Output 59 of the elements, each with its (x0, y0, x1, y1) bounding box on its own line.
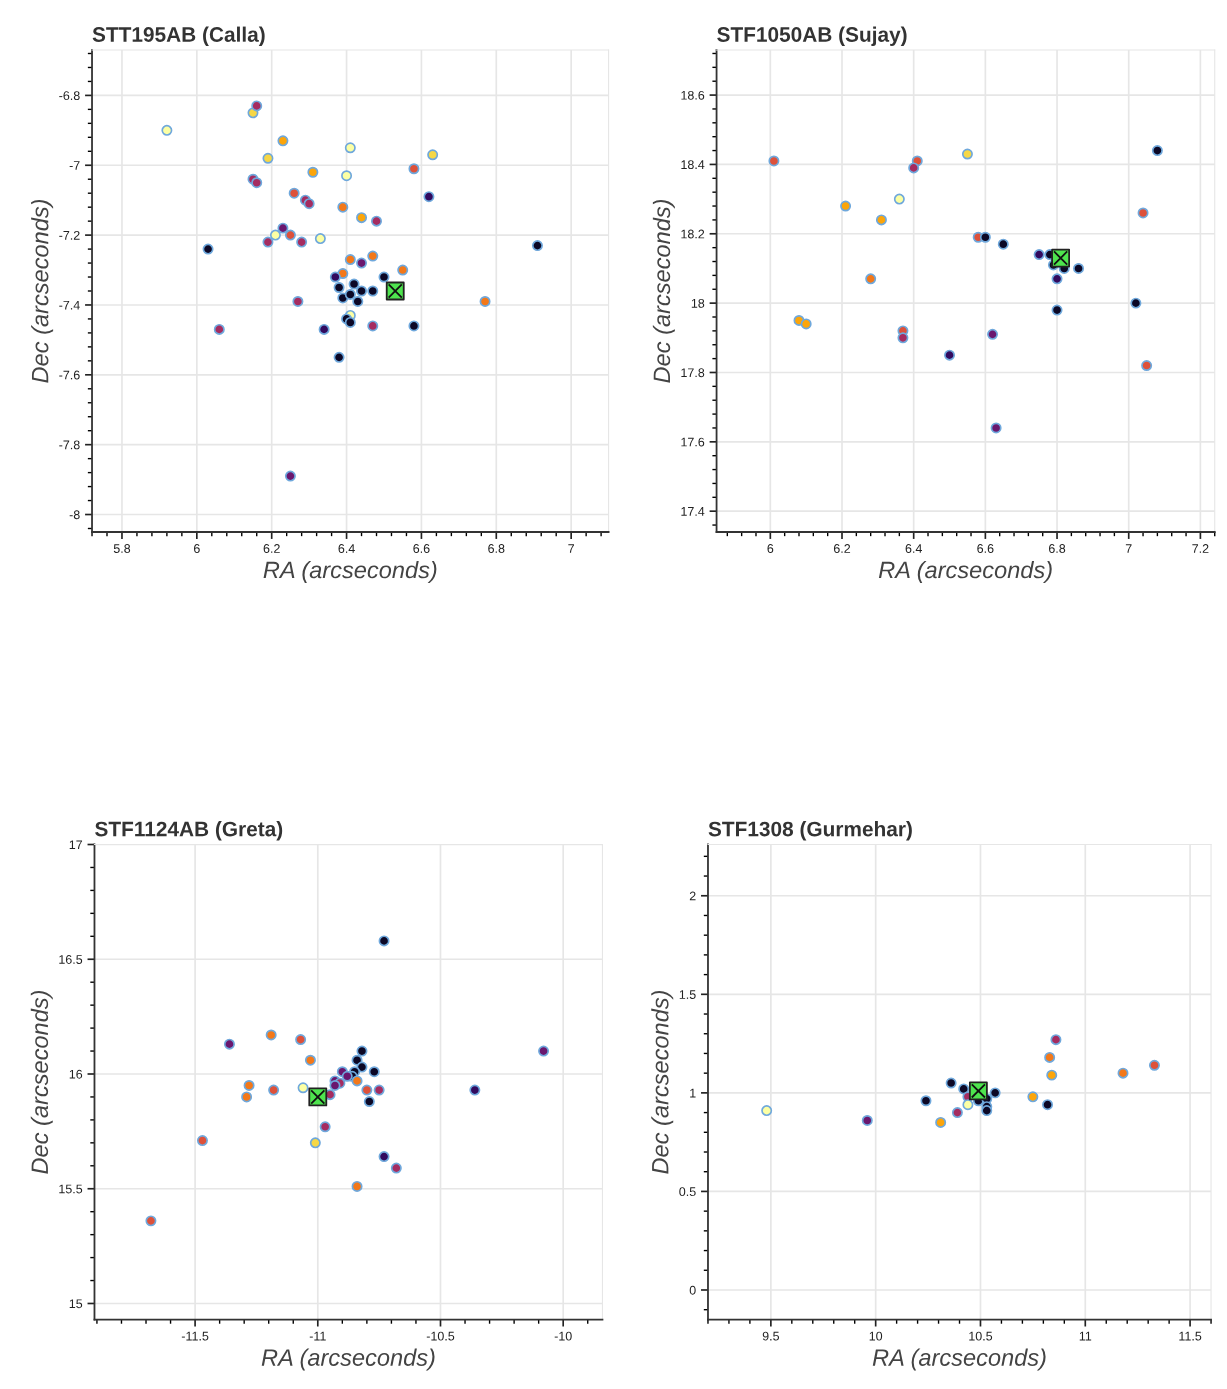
x-tick-label: 6.2 (263, 544, 280, 553)
x-tick-label: 7 (1125, 544, 1132, 553)
y-tick-label: 1 (690, 1088, 696, 1098)
y-tick-label: -7.4 (59, 300, 80, 310)
x-tick-label: 7 (568, 544, 575, 553)
y-tick-label: 15.5 (59, 1184, 83, 1194)
y-axis-title: Dec (arcseconds) (30, 990, 53, 1174)
x-axis-title: RA (arcseconds) (878, 561, 1052, 583)
y-tick-label: 18.2 (681, 229, 705, 239)
y-tick-label: -8 (69, 510, 80, 520)
y-tick-label: -7.6 (59, 370, 80, 380)
y-tick-label: 18.6 (681, 90, 705, 100)
y-tick-label: 2 (689, 891, 696, 901)
x-tick-label: 6.6 (977, 544, 994, 553)
x-axis-title: RA (arcseconds) (872, 1348, 1046, 1371)
x-tick-label: 11.5 (1179, 1331, 1202, 1341)
x-tick-label: 6.8 (1048, 544, 1066, 553)
y-tick-label: -7.8 (59, 440, 80, 450)
x-tick-label: 10.5 (969, 1331, 993, 1341)
y-tick-label: 0 (689, 1285, 696, 1295)
y-tick-label: 18 (691, 298, 705, 308)
x-tick-label: -10.5 (426, 1331, 455, 1341)
y-tick-label: 16 (69, 1069, 83, 1079)
chart-title: STF1050AB (Sujay) (717, 26, 907, 46)
y-tick-label: 17 (69, 840, 83, 850)
x-tick-label: 6.2 (833, 544, 851, 553)
x-axis-title: RA (arcseconds) (263, 561, 437, 583)
chart-title: STT195AB (Calla) (92, 26, 265, 46)
x-tick-label: 11 (1079, 1331, 1092, 1341)
x-tick-label: -11 (309, 1331, 326, 1341)
x-axis-title: RA (arcseconds) (261, 1348, 435, 1371)
y-tick-label: 15 (69, 1299, 83, 1309)
y-tick-label: -7 (69, 161, 80, 170)
y-tick-label: 16.5 (59, 955, 83, 964)
y-tick-label: 17.4 (681, 507, 705, 516)
x-tick-label: -10 (554, 1331, 572, 1341)
x-tick-label: 9.5 (762, 1331, 780, 1341)
x-tick-label: 6 (767, 544, 774, 553)
y-tick-label: 0.5 (679, 1187, 696, 1197)
y-axis-title: Dec (arcseconds) (31, 199, 54, 383)
y-tick-label: 18.4 (681, 160, 705, 170)
y-axis-title: Dec (arcseconds) (652, 199, 675, 383)
x-tick-label: 6.6 (413, 544, 430, 553)
x-tick-label: 10 (869, 1331, 883, 1341)
y-tick-label: 1.5 (679, 990, 696, 999)
y-tick-label: -6.8 (59, 91, 80, 101)
x-tick-label: 6.4 (338, 544, 355, 553)
y-tick-label: 17.8 (681, 368, 705, 378)
chart-title: STF1308 (Gurmehar) (708, 821, 912, 841)
chart-title: STF1124AB (Greta) (95, 821, 283, 841)
x-tick-label: -11.5 (181, 1331, 209, 1341)
x-tick-label: 6.8 (488, 544, 505, 553)
x-tick-label: 5.8 (113, 544, 131, 553)
x-tick-label: 6 (193, 544, 200, 553)
y-tick-label: 17.6 (681, 437, 705, 447)
x-tick-label: 7.2 (1192, 544, 1209, 553)
x-tick-label: 6.4 (905, 544, 923, 553)
y-axis-title: Dec (arcseconds) (651, 990, 674, 1174)
y-tick-label: -7.2 (59, 230, 80, 240)
